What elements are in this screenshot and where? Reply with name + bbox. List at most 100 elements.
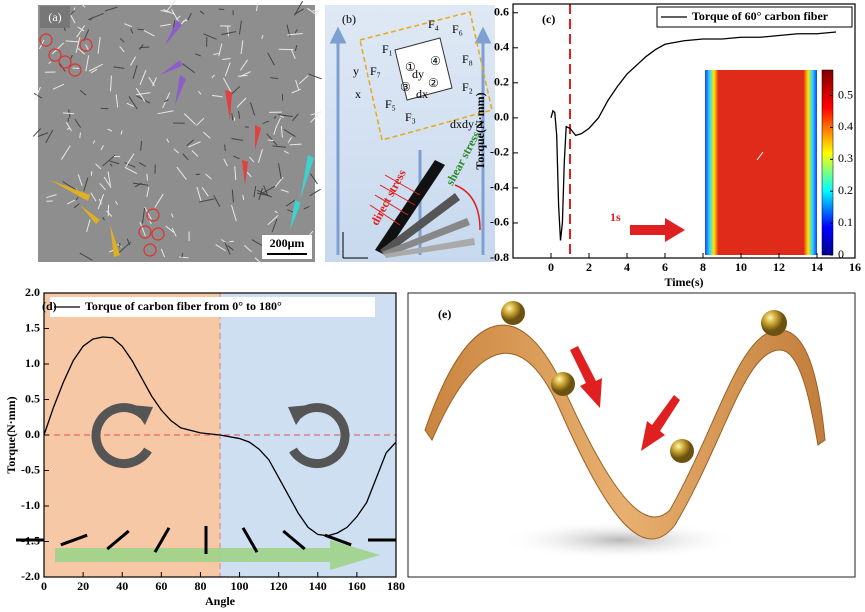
x-tick-label: 180 [387, 579, 405, 593]
fiber [224, 144, 226, 151]
fiber [283, 150, 289, 154]
fiber [130, 56, 137, 66]
progress-arrow [55, 540, 380, 570]
fiber [140, 140, 143, 151]
fiber [76, 25, 86, 38]
fiber [260, 185, 276, 195]
ball [551, 372, 575, 396]
fiber [238, 111, 241, 119]
fiber [83, 177, 89, 192]
wave-board [424, 324, 826, 540]
out-of-plane-marks [39, 33, 165, 257]
fiber [272, 145, 287, 148]
fiber [274, 176, 284, 188]
fiber [95, 163, 102, 170]
fiber [102, 216, 105, 221]
fiber [199, 198, 215, 203]
fiber [88, 63, 104, 72]
panel-label: (a) [48, 10, 61, 24]
force-label: F₈ [462, 52, 473, 66]
ball [761, 310, 787, 336]
fiber [239, 59, 248, 71]
fiber [238, 20, 242, 35]
force-label: F₁ [382, 42, 393, 56]
fiber [165, 0, 177, 13]
fiber [213, 52, 220, 56]
fiber [294, 45, 298, 51]
x-tick-label: 80 [194, 579, 206, 593]
fiber [79, 89, 87, 96]
fiber [154, 193, 164, 208]
panel-label: (b) [342, 12, 356, 26]
y-axis-label: Torque(N·mm) [4, 396, 18, 473]
stress-arrows [369, 174, 481, 231]
fiber [65, 40, 80, 43]
fiber [179, 256, 189, 259]
fiber [77, 26, 85, 32]
fiber [137, 28, 144, 31]
force-label: F₆ [452, 22, 463, 36]
fiber [72, 67, 80, 69]
y-tick-label: 0.5 [25, 391, 40, 405]
force-label: F₅ [385, 97, 396, 111]
y-tick-label: -0.8 [490, 250, 509, 264]
fiber [107, 128, 113, 132]
fiber-glyph [153, 527, 171, 553]
fiber [118, 241, 132, 254]
fiber [166, 138, 170, 143]
force-label: F₂ [462, 80, 473, 94]
node-label: ③ [400, 80, 411, 94]
fiber [201, 186, 209, 197]
x-tick-label: 0 [41, 579, 47, 593]
fiber [75, 37, 81, 53]
fiber [81, 3, 86, 8]
fiber [199, 10, 205, 15]
fiber [211, 74, 215, 79]
force-label: F₄ [428, 17, 439, 31]
fiber [312, 10, 319, 12]
fiber [257, 192, 270, 197]
colorbar-label: 0.1 [838, 215, 853, 229]
y-tick-label: 1.0 [25, 356, 40, 370]
x-tick-label: 60 [155, 579, 167, 593]
fiber [196, 186, 202, 202]
fiber [253, 185, 257, 198]
fiber [267, 139, 274, 142]
fiber [295, 79, 300, 91]
fiber [60, 145, 71, 160]
fiber [51, 42, 65, 55]
fiber [119, 37, 125, 43]
fiber [280, 189, 289, 193]
fiber [135, 87, 146, 102]
x-tick-label: 10 [735, 260, 747, 274]
fiber [292, 113, 299, 122]
fiber [280, 126, 283, 138]
fiber [236, 97, 247, 108]
fiber [182, 153, 189, 161]
fiber [223, 158, 228, 167]
fiber [182, 63, 195, 73]
fiber [290, 49, 296, 59]
fiber [79, 132, 81, 139]
x-tick-label: 12 [773, 260, 785, 274]
x-tick-label: 140 [309, 579, 327, 593]
fiber [144, 206, 152, 220]
fiber [224, 62, 231, 77]
y-tick-label: -0.6 [490, 215, 509, 229]
fiber [267, 214, 279, 226]
y-tick-label: -0.4 [490, 180, 509, 194]
fiber [89, 16, 94, 21]
fiber [203, 33, 217, 40]
x-tick-label: 0 [548, 260, 554, 274]
fiber [218, 43, 223, 57]
fiber [115, 94, 119, 108]
scale-label: 200μm [270, 236, 305, 250]
fiber [132, 65, 138, 79]
fiber [45, 129, 54, 144]
fiber [110, 75, 112, 92]
fiber [32, 127, 42, 137]
fiber [287, 137, 293, 144]
y-tick-label: 2.0 [25, 285, 40, 299]
fiber [98, 198, 102, 205]
panel-label: (c) [542, 12, 555, 26]
